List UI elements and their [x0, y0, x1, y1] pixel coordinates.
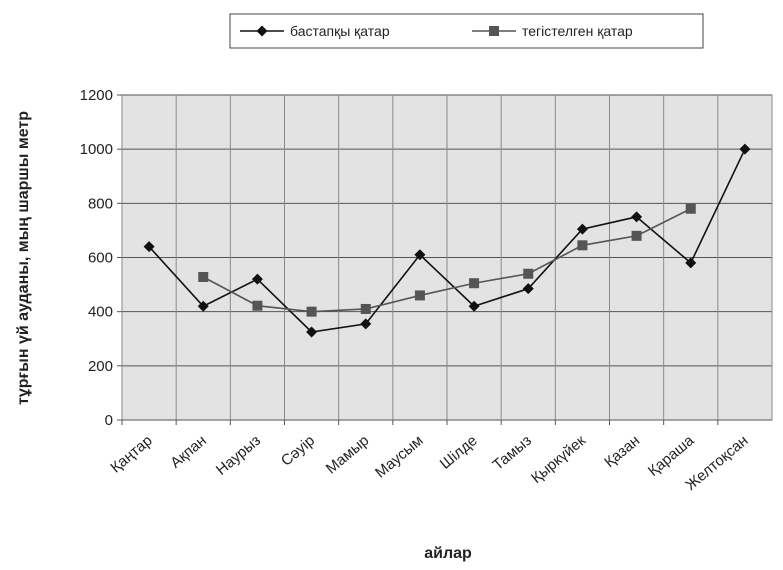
legend-marker: [489, 26, 499, 36]
x-tick-label: Тамыз: [490, 432, 535, 474]
y-tick-label: 200: [88, 358, 113, 375]
y-axis-ticks: 0 200 400 600 800 1000 1200: [80, 87, 122, 429]
data-point: [360, 303, 371, 314]
data-point: [685, 257, 697, 269]
x-tick-label: Маусым: [372, 432, 426, 482]
data-point: [414, 249, 426, 261]
x-tick-label: Қаңтар: [107, 432, 155, 476]
data-point: [685, 203, 696, 214]
y-tick-label: 400: [88, 304, 113, 321]
series-layer: [143, 143, 751, 338]
data-point: [360, 318, 372, 330]
data-point: [739, 143, 751, 155]
legend-label: бастапқы қатар: [290, 23, 390, 39]
data-point: [143, 241, 155, 253]
x-tick-label: Қазан: [601, 432, 643, 471]
legend: бастапқы қатар тегістелген қатар: [229, 13, 704, 49]
legend-item-1: бастапқы қатар: [240, 23, 390, 39]
data-point: [414, 290, 425, 301]
x-tick-label: Сәуір: [278, 432, 318, 470]
legend-item-2: тегістелген қатар: [472, 23, 633, 39]
x-tick-label: Қыркүйек: [528, 432, 589, 487]
x-tick-label: Наурыз: [213, 432, 264, 479]
x-tick-label: Мамыр: [323, 432, 373, 477]
y-axis-title: тұрғын үй ауданы, мың шаршы метр: [15, 111, 32, 405]
data-point: [251, 273, 263, 285]
data-point: [468, 300, 480, 312]
series-2: [198, 203, 696, 317]
x-axis-ticks: Қаңтар Ақпан Наурыз Сәуір Мамыр Маусым Шілде Та…: [107, 420, 751, 494]
x-tick-label: Шілде: [437, 432, 481, 473]
data-point: [469, 278, 480, 289]
data-point: [631, 230, 642, 241]
y-tick-label: 1000: [80, 141, 113, 158]
x-tick-label: Қараша: [645, 432, 698, 480]
data-point: [306, 326, 318, 338]
series-line: [148, 148, 746, 333]
x-tick-label: Ақпан: [167, 432, 210, 472]
series-line: [202, 208, 692, 313]
series-1: [143, 143, 751, 338]
data-point: [252, 300, 263, 311]
y-tick-label: 600: [88, 250, 113, 267]
legend-box: [229, 13, 704, 49]
y-tick-label: 0: [105, 412, 113, 429]
data-point: [197, 300, 209, 312]
data-point: [631, 211, 643, 223]
data-point: [198, 272, 209, 282]
legend-label: тегістелген қатар: [522, 23, 633, 39]
x-axis-title: айлар: [424, 545, 472, 562]
data-point: [306, 306, 317, 317]
y-tick-label: 800: [88, 195, 113, 212]
data-point: [577, 240, 588, 251]
data-point: [523, 268, 534, 279]
data-point: [576, 223, 588, 235]
y-tick-label: 1200: [80, 87, 113, 104]
data-point: [522, 283, 534, 295]
legend-marker: [256, 25, 268, 37]
